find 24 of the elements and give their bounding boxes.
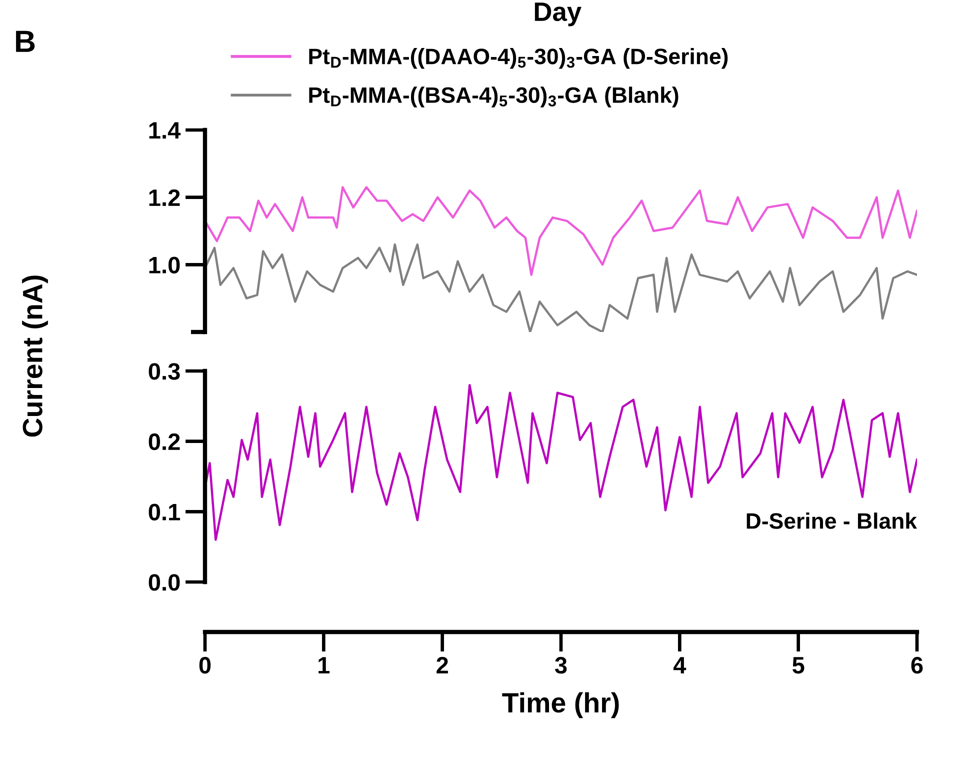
x-tick-label: 4	[673, 657, 686, 674]
x-tick-label: 0	[199, 656, 211, 674]
line-series	[205, 243, 917, 332]
y-tick-label: 1.4	[149, 122, 181, 139]
line-series	[205, 186, 917, 276]
x-tick-label: 6	[911, 656, 923, 674]
legend-label: Pt$_{D}$-MMA-((BSA-4)$_{5}$-30)$_{3}$-GA (Blank)	[309, 86, 678, 108]
x-tick-label: 2	[436, 656, 448, 674]
y-axis-title: Current (nA)	[22, 276, 48, 437]
y-tick-label: 0.2	[148, 433, 180, 450]
legend-label: Pt$_{D}$-MMA-((DAAO-4)$_{5}$-30)$_{3}$-GA (D-Serine)	[309, 48, 728, 69]
chart-title: Day	[534, 2, 582, 26]
text: B	[16, 30, 35, 52]
line-series	[205, 384, 917, 541]
x-axis-title: Time (hr)	[502, 692, 619, 718]
x-tick-label: 3	[554, 656, 567, 674]
annotation: D-Serine - Blank	[746, 512, 918, 529]
y-tick-label: 1.0	[149, 256, 180, 274]
y-tick-label: 0.3	[148, 363, 180, 380]
y-tick-label: 0.1	[148, 504, 180, 520]
x-tick-label: 5	[792, 657, 804, 674]
x-tick-label: 1	[318, 657, 330, 674]
y-tick-label: 0.0	[148, 574, 180, 591]
y-tick-label: 1.2	[149, 189, 180, 206]
